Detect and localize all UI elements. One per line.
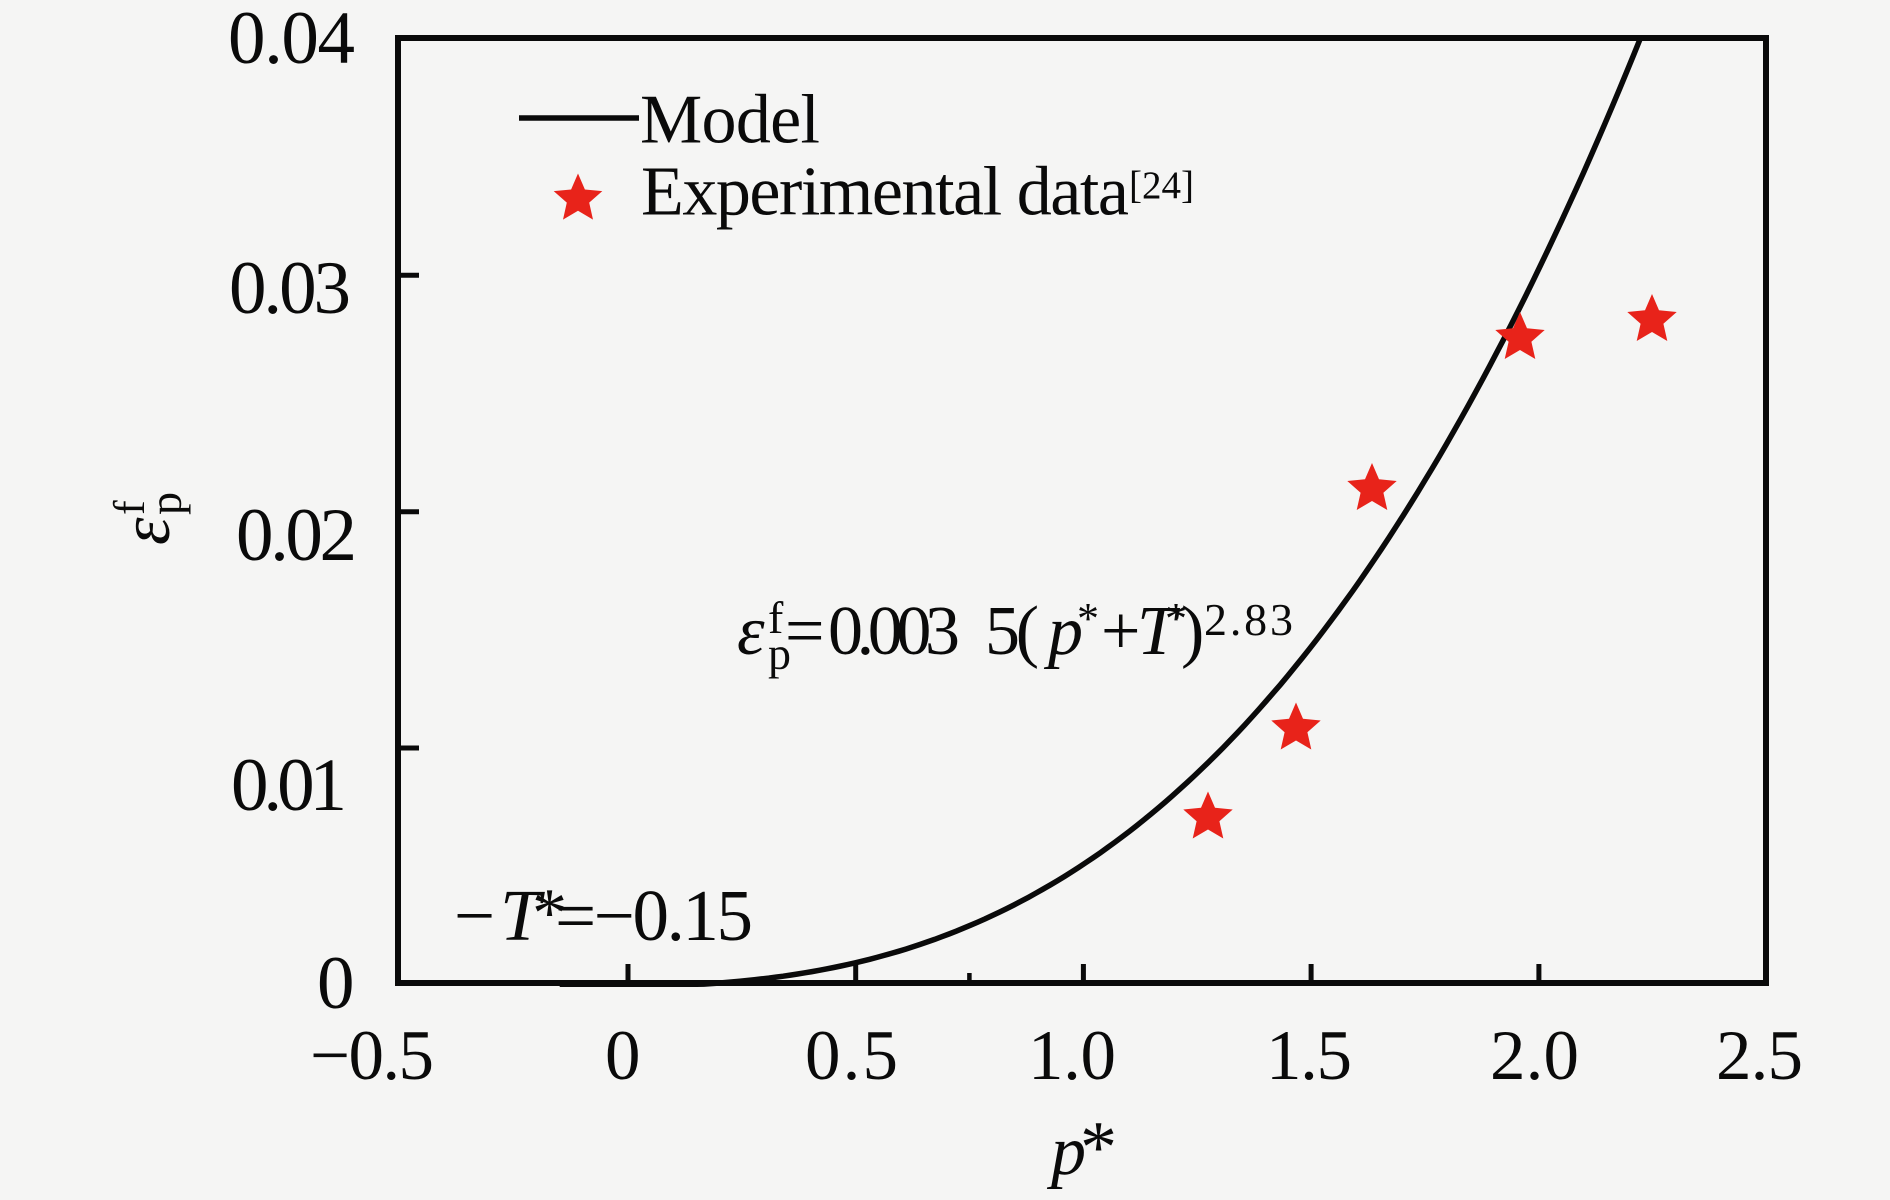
- svg-text:*: *: [532, 875, 567, 952]
- svg-text:−: −: [454, 875, 495, 956]
- svg-text:p: p: [1043, 593, 1083, 670]
- svg-text:ε: ε: [737, 593, 765, 670]
- svg-text:T: T: [1137, 593, 1181, 670]
- svg-text:0.04: 0.04: [228, 0, 355, 80]
- svg-text:p: p: [140, 492, 191, 515]
- svg-text:*: *: [1077, 594, 1099, 643]
- svg-text:f: f: [768, 592, 784, 643]
- svg-text:2.83: 2.83: [1204, 594, 1293, 645]
- svg-text:0.5: 0.5: [805, 1017, 898, 1095]
- svg-text:+: +: [1101, 593, 1140, 670]
- svg-text:f: f: [105, 500, 154, 515]
- svg-text:[24]: [24]: [1129, 164, 1194, 207]
- svg-text:−0.5: −0.5: [310, 1017, 434, 1095]
- svg-text:ε: ε: [108, 517, 185, 545]
- svg-text:): ): [1181, 593, 1204, 670]
- svg-text:0: 0: [317, 942, 355, 1025]
- svg-text:Experimental data: Experimental data: [641, 154, 1129, 231]
- svg-text:0.01: 0.01: [231, 744, 347, 827]
- svg-text:p: p: [768, 628, 791, 679]
- svg-text:2.5: 2.5: [1716, 1017, 1803, 1095]
- svg-text:0: 0: [605, 1017, 641, 1095]
- svg-text:Model: Model: [640, 82, 820, 159]
- svg-text:0.03: 0.03: [229, 247, 351, 330]
- svg-text:1.0: 1.0: [1028, 1017, 1116, 1095]
- svg-text:5(: 5(: [985, 593, 1039, 670]
- svg-text:*: *: [1165, 594, 1187, 643]
- svg-text:0.02: 0.02: [236, 494, 357, 577]
- svg-text:0.003: 0.003: [828, 593, 960, 670]
- svg-text:2.0: 2.0: [1490, 1017, 1579, 1095]
- svg-text:p: p: [1046, 1113, 1086, 1190]
- svg-text:1.5: 1.5: [1266, 1017, 1352, 1095]
- svg-text:=: =: [785, 593, 824, 670]
- svg-text:*: *: [1080, 1107, 1117, 1189]
- svg-text:=−0.15: =−0.15: [555, 875, 753, 956]
- svg-text:T: T: [500, 875, 545, 956]
